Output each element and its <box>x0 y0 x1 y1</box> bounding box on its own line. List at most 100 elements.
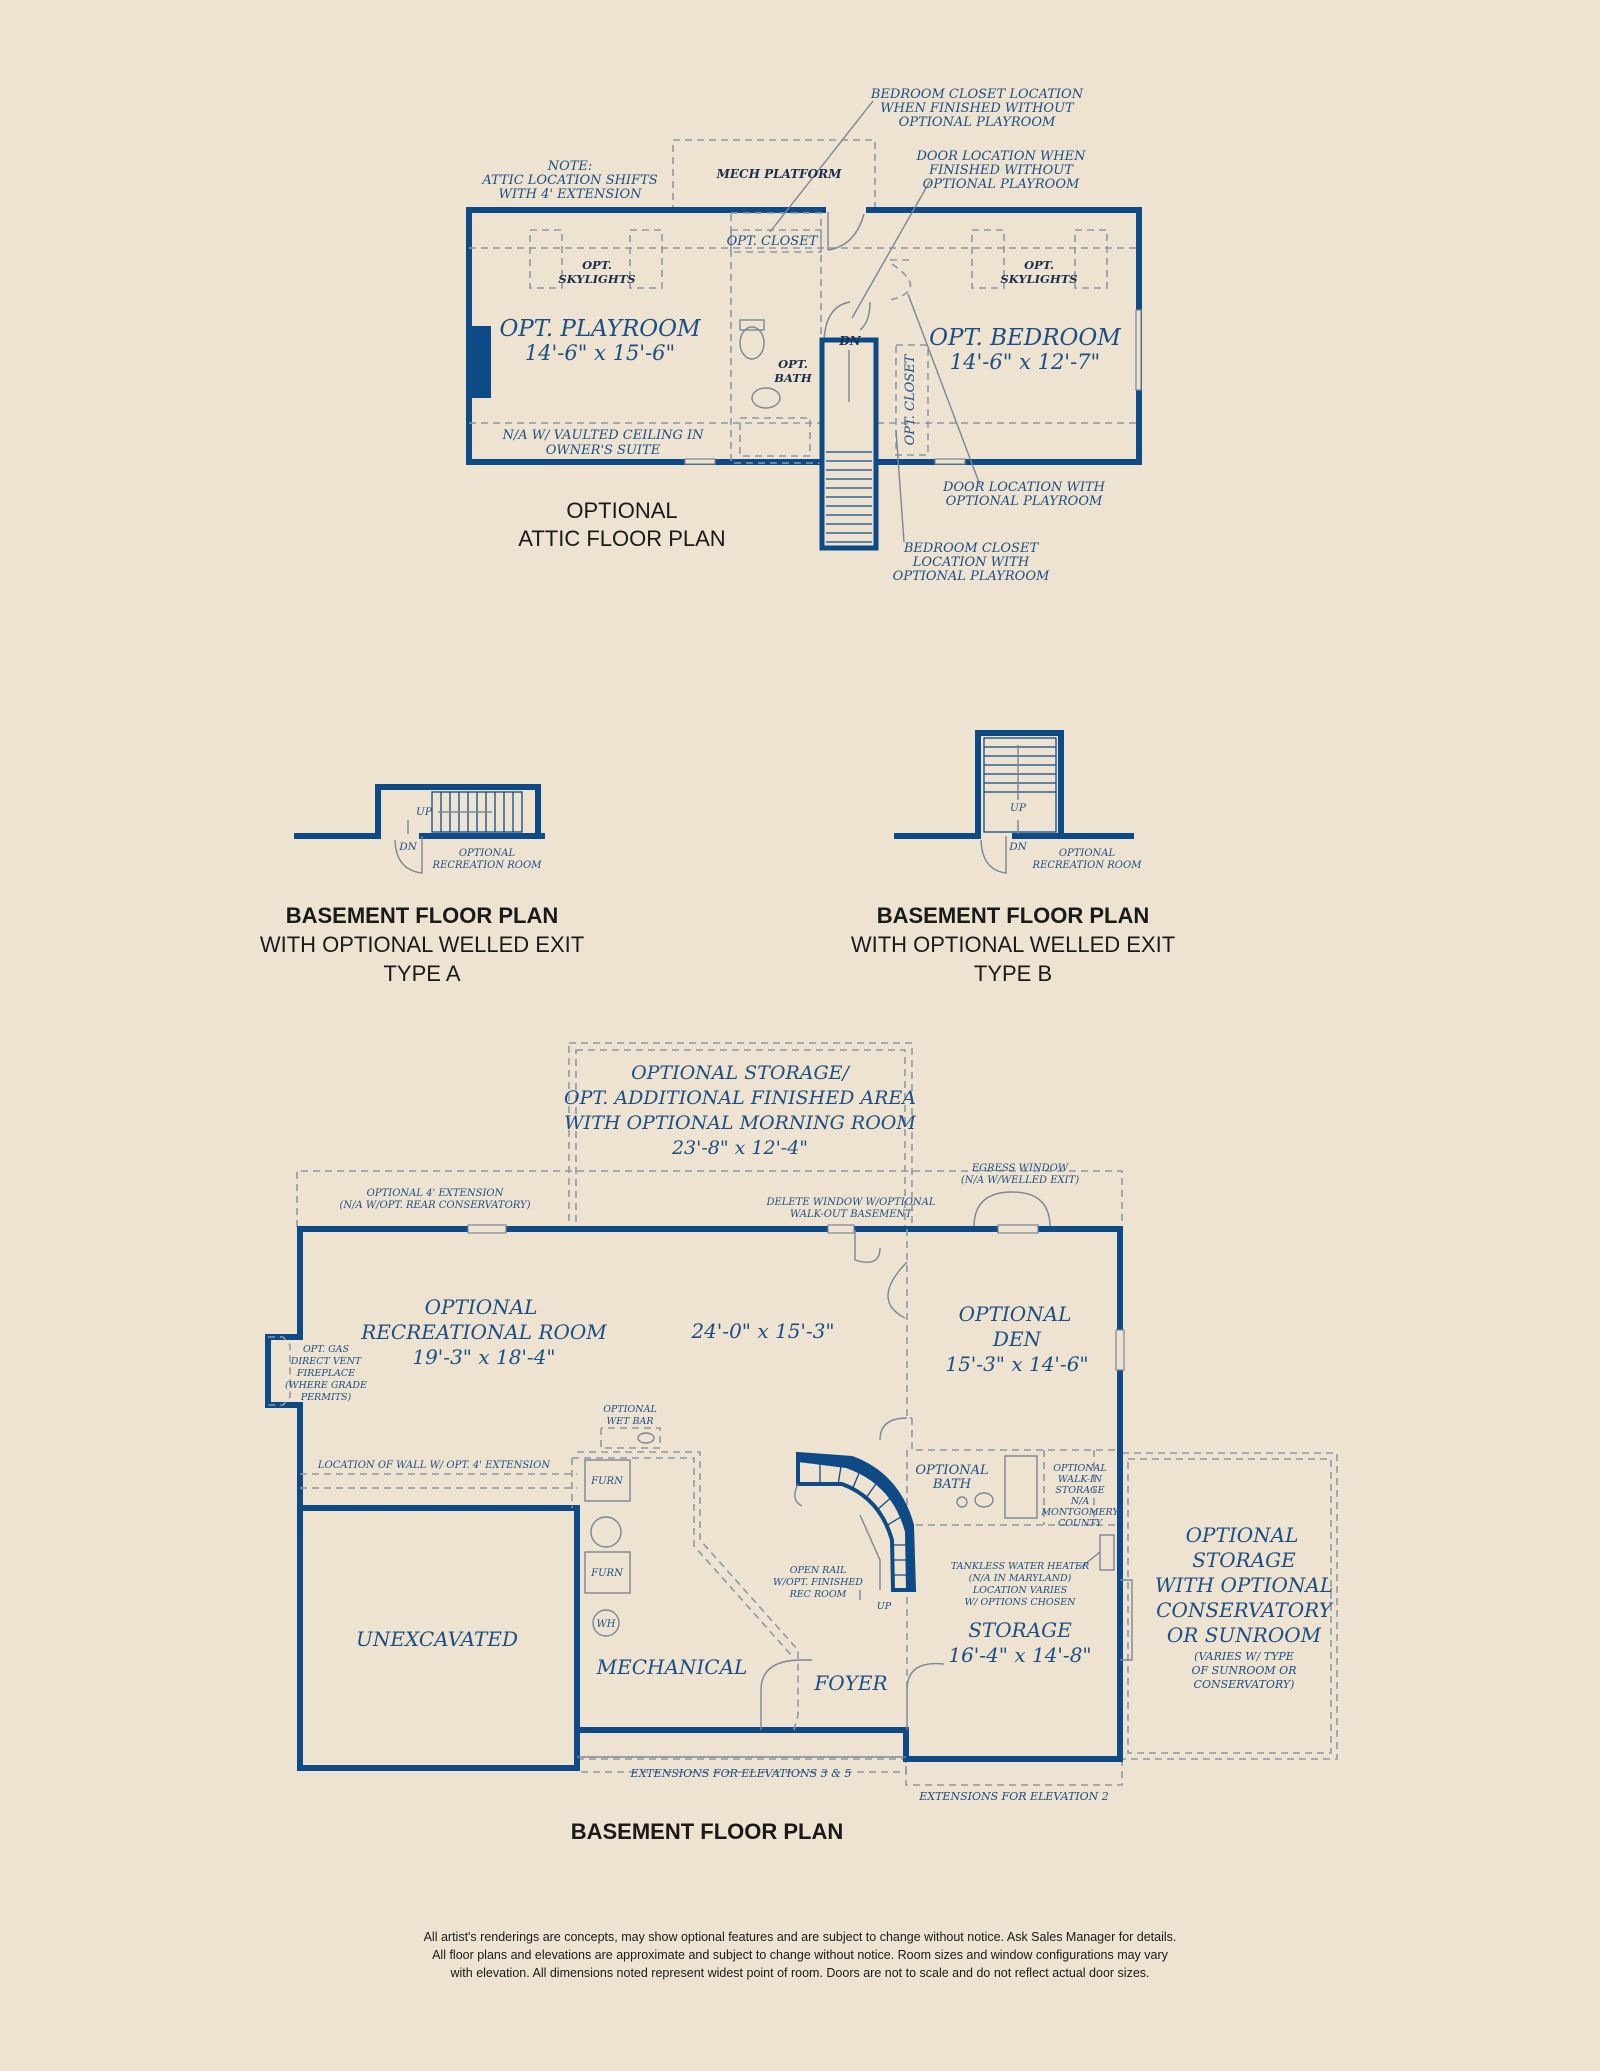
opt-closet-top-label: OPT. CLOSET <box>727 234 819 249</box>
mech-platform-outline <box>672 139 876 209</box>
attic-dn-label: DN <box>838 334 861 348</box>
svg-text:OF SUNROOM OR: OF SUNROOM OR <box>1192 1664 1297 1677</box>
tank <box>590 1516 622 1548</box>
mech-platform-label: MECH PLATFORM <box>716 167 842 181</box>
extensions-2-label: EXTENSIONS FOR ELEVATION 2 <box>918 1790 1109 1803</box>
svg-text:N/A: N/A <box>1070 1496 1090 1507</box>
opt-closet-side <box>895 344 929 456</box>
opt-bath-area <box>730 212 822 464</box>
svg-text:DN: DN <box>1008 841 1027 853</box>
wet-bar-label: OPTIONAL <box>603 1404 657 1415</box>
skylight-1 <box>529 229 563 289</box>
opt-playroom-size: 14'-6" x 15'-6" <box>525 341 675 365</box>
opt-bath-toilet <box>974 1492 994 1508</box>
opt-closet-side-label: OPT. CLOSET <box>903 353 918 445</box>
basement-floor-plan: OPTIONAL STORAGE/ OPT. ADDITIONAL FINISH… <box>265 1042 1338 1844</box>
opt-bedroom-label: OPT. BEDROOM <box>929 325 1122 351</box>
svg-text:(VARIES W/ TYPE: (VARIES W/ TYPE <box>1194 1650 1294 1663</box>
welled-exit-type-b: UP DN OPTIONAL RECREATION ROOM BASEMENT … <box>851 730 1175 986</box>
bathtub <box>1004 1455 1038 1519</box>
svg-text:(N/A W/WELLED EXIT): (N/A W/WELLED EXIT) <box>961 1175 1079 1186</box>
svg-text:STORAGE: STORAGE <box>1192 1548 1296 1572</box>
wall-extension-label: LOCATION OF WALL W/ OPT. 4' EXTENSION <box>317 1460 551 1471</box>
center-room-size: 24'-0" x 15'-3" <box>690 1319 834 1343</box>
skylights-left-label: OPT. <box>582 258 612 272</box>
svg-text:DN: DN <box>398 841 417 853</box>
callout-closet-with: BEDROOM CLOSET <box>903 541 1040 556</box>
svg-text:OPTIONAL PLAYROOM: OPTIONAL PLAYROOM <box>893 569 1050 584</box>
svg-text:(N/A W/OPT. REAR CONSERVATORY): (N/A W/OPT. REAR CONSERVATORY) <box>339 1200 530 1211</box>
foyer-door-right <box>906 1662 945 1730</box>
svg-text:WITH 4' EXTENSION: WITH 4' EXTENSION <box>499 187 643 202</box>
svg-text:SKYLIGHTS: SKYLIGHTS <box>558 272 635 286</box>
callout-door-without: DOOR LOCATION WHEN <box>915 149 1086 164</box>
svg-text:OR SUNROOM: OR SUNROOM <box>1167 1623 1322 1647</box>
svg-text:W/OPT. FINISHED: W/OPT. FINISHED <box>773 1577 863 1588</box>
fireplace-label: OPT. GAS <box>303 1344 350 1355</box>
water-heater <box>592 1609 620 1637</box>
svg-text:W/ OPTIONS CHOSEN: W/ OPTIONS CHOSEN <box>965 1597 1077 1608</box>
svg-text:UP: UP <box>416 806 433 818</box>
opt-bedroom-size: 14'-6" x 12'-7" <box>950 350 1100 374</box>
attic-floor-plan: NOTE: ATTIC LOCATION SHIFTS WITH 4' EXTE… <box>466 87 1142 584</box>
svg-text:LOCATION VARIES: LOCATION VARIES <box>972 1585 1068 1596</box>
tankless-water-heater <box>1099 1534 1115 1571</box>
extensions-3-5-label: EXTENSIONS FOR ELEVATIONS 3 & 5 <box>630 1767 852 1780</box>
attic-note: NOTE: <box>547 159 593 174</box>
attic-title-line2: ATTIC FLOOR PLAN <box>518 526 725 551</box>
welled-b-subtitle: WITH OPTIONAL WELLED EXIT <box>851 932 1175 957</box>
basement-stair-up: UP <box>877 1601 892 1612</box>
disclaimer-line3: with elevation. All dimensions noted rep… <box>450 1966 1150 1980</box>
svg-text:COUNTY: COUNTY <box>1058 1518 1104 1529</box>
leader-door-with <box>907 293 981 486</box>
svg-text:(N/A IN MARYLAND): (N/A IN MARYLAND) <box>969 1573 1072 1584</box>
furnace-2 <box>584 1551 631 1594</box>
leader-closet-with <box>895 429 905 543</box>
unexcavated-label: UNEXCAVATED <box>356 1627 518 1651</box>
svg-text:ATTIC LOCATION SHIFTS: ATTIC LOCATION SHIFTS <box>481 173 657 188</box>
basement-title: BASEMENT FLOOR PLAN <box>571 1819 844 1844</box>
svg-text:OPT. ADDITIONAL FINISHED AREA: OPT. ADDITIONAL FINISHED AREA <box>564 1087 916 1109</box>
disclaimer: All artist's renderings are concepts, ma… <box>424 1930 1177 1980</box>
opt-playroom-label: OPT. PLAYROOM <box>499 316 702 342</box>
svg-text:WALK-OUT BASEMENT: WALK-OUT BASEMENT <box>790 1209 913 1220</box>
opt-bath-label: OPT. <box>778 357 808 371</box>
welled-b-door <box>980 836 1007 874</box>
svg-text:OPTIONAL: OPTIONAL <box>459 848 516 859</box>
furnace-1 <box>584 1459 631 1502</box>
delete-window-door <box>854 1230 881 1263</box>
svg-text:SKYLIGHTS: SKYLIGHTS <box>1000 272 1077 286</box>
rec-room-label: OPTIONAL <box>425 1295 538 1319</box>
svg-text:REC ROOM: REC ROOM <box>789 1589 847 1600</box>
storage-label: STORAGE <box>968 1618 1072 1642</box>
welled-a-subtitle: WITH OPTIONAL WELLED EXIT <box>260 932 584 957</box>
svg-text:FIREPLACE: FIREPLACE <box>296 1368 355 1379</box>
svg-text:WITH OPTIONAL: WITH OPTIONAL <box>1155 1573 1333 1597</box>
rec-room-size: 19'-3" x 18'-4" <box>412 1345 555 1369</box>
attic-title-line1: OPTIONAL <box>566 498 677 523</box>
tankless-label: TANKLESS WATER HEATER <box>951 1561 1089 1572</box>
furn-1-label: FURN <box>590 1476 624 1487</box>
den-size: 15'-3" x 14'-6" <box>945 1352 1088 1376</box>
storage-size: 16'-4" x 14'-8" <box>948 1643 1091 1667</box>
svg-text:CONSERVATORY): CONSERVATORY) <box>1194 1678 1295 1691</box>
opt-bath-label: OPTIONAL <box>915 1463 988 1478</box>
svg-text:OWNER'S SUITE: OWNER'S SUITE <box>546 443 661 458</box>
callout-door-with: DOOR LOCATION WITH <box>942 480 1106 495</box>
leader-door <box>851 180 931 319</box>
svg-text:WITH OPTIONAL MORNING ROOM: WITH OPTIONAL MORNING ROOM <box>564 1112 916 1134</box>
svg-text:UP: UP <box>1010 802 1027 814</box>
mechanical-room-wall <box>577 1451 799 1731</box>
svg-text:OPTIONAL PLAYROOM: OPTIONAL PLAYROOM <box>923 177 1080 192</box>
svg-text:WALK-IN: WALK-IN <box>1058 1474 1103 1485</box>
unexcavated-wall <box>297 1505 580 1771</box>
wet-bar <box>600 1427 661 1449</box>
svg-text:PERMITS): PERMITS) <box>300 1392 352 1403</box>
welled-a-type: TYPE A <box>383 961 460 986</box>
svg-text:RECREATIONAL ROOM: RECREATIONAL ROOM <box>360 1320 607 1344</box>
sink-fixture <box>751 387 781 409</box>
disclaimer-line2: All floor plans and elevations are appro… <box>432 1948 1169 1962</box>
welled-a-title: BASEMENT FLOOR PLAN <box>286 903 559 928</box>
svg-text:OPTIONAL: OPTIONAL <box>1059 848 1116 859</box>
opt-closet-top <box>730 229 822 253</box>
